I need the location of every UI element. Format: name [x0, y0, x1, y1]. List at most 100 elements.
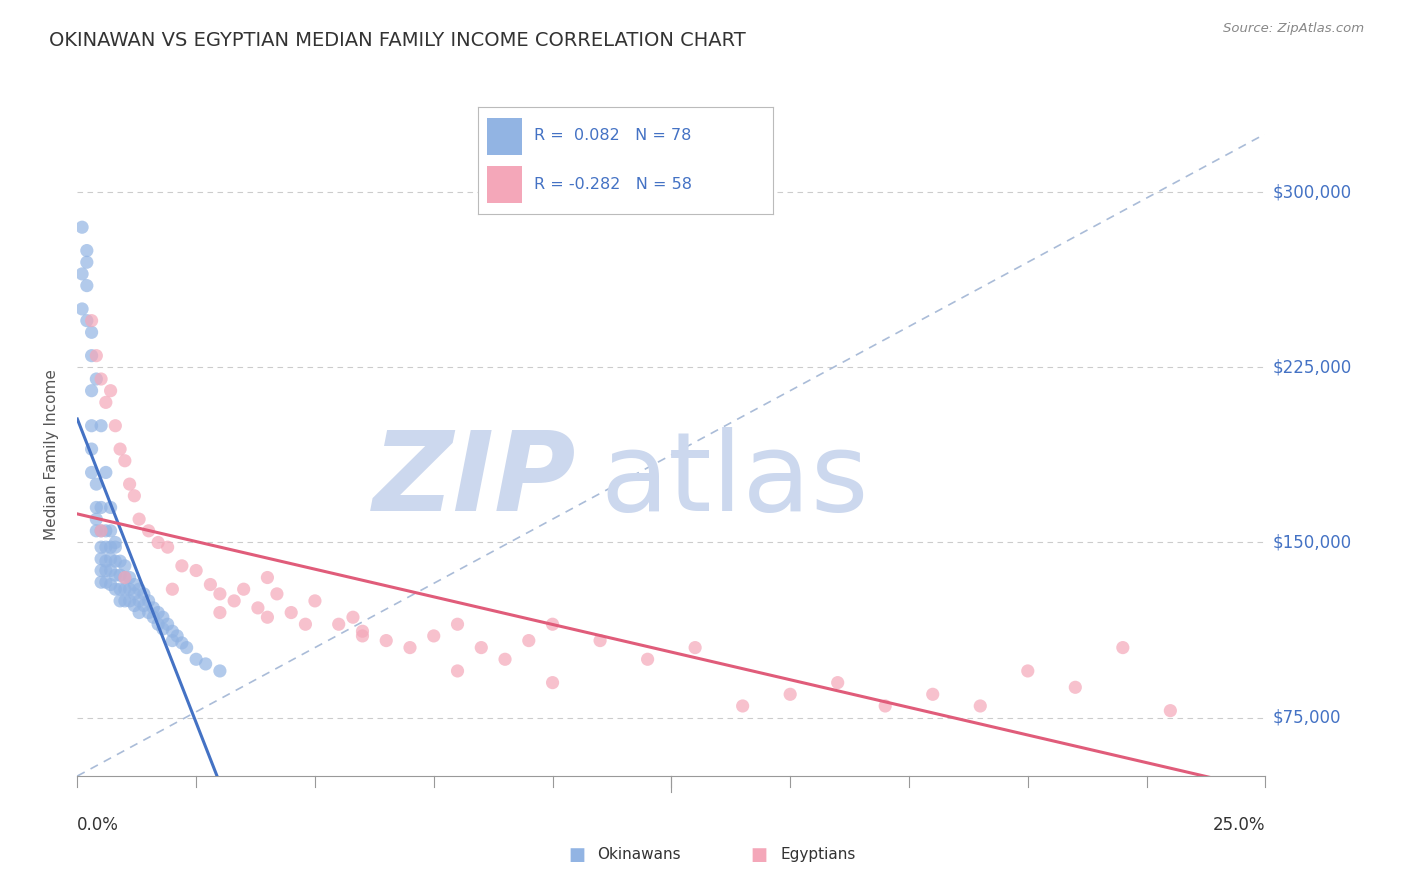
Point — [100, 540, 122, 554]
Point — [90, 524, 112, 538]
Point — [100, 552, 122, 566]
Point — [128, 582, 150, 597]
Point — [1112, 640, 1135, 655]
Point — [1064, 681, 1087, 695]
Point — [589, 633, 612, 648]
Point — [494, 652, 516, 666]
Point — [224, 594, 246, 608]
Point — [446, 617, 468, 632]
Point — [683, 640, 706, 655]
Text: ZIP: ZIP — [373, 427, 576, 534]
Point — [541, 675, 564, 690]
Point — [90, 564, 112, 578]
Point — [138, 524, 160, 538]
Point — [779, 687, 801, 701]
Point — [162, 624, 184, 639]
Point — [76, 255, 98, 269]
Y-axis label: Median Family Income: Median Family Income — [44, 369, 59, 541]
Point — [266, 587, 288, 601]
Point — [80, 326, 103, 340]
Point — [423, 629, 446, 643]
Point — [124, 587, 146, 601]
Point — [76, 278, 98, 293]
Point — [108, 442, 131, 456]
Point — [114, 594, 136, 608]
Text: $300,000: $300,000 — [1272, 183, 1351, 202]
Point — [186, 652, 208, 666]
Point — [637, 652, 659, 666]
Point — [170, 636, 193, 650]
Point — [94, 575, 117, 590]
Text: 25.0%: 25.0% — [1213, 816, 1265, 834]
Text: Okinawans: Okinawans — [598, 847, 681, 862]
Point — [104, 582, 127, 597]
Point — [70, 301, 93, 316]
Point — [1159, 704, 1181, 718]
Point — [208, 587, 231, 601]
Point — [114, 570, 136, 584]
Point — [152, 622, 174, 636]
Point — [76, 313, 98, 327]
Point — [446, 664, 468, 678]
Point — [124, 577, 146, 591]
Point — [304, 594, 326, 608]
Point — [128, 606, 150, 620]
Point — [108, 582, 131, 597]
Point — [194, 657, 217, 671]
Point — [104, 540, 127, 554]
Point — [80, 442, 103, 456]
Point — [90, 540, 112, 554]
Point — [170, 558, 193, 573]
Text: R = -0.282   N = 58: R = -0.282 N = 58 — [534, 177, 692, 192]
Point — [70, 267, 93, 281]
Point — [246, 600, 269, 615]
Text: $225,000: $225,000 — [1272, 359, 1351, 376]
Point — [200, 577, 222, 591]
Point — [100, 564, 122, 578]
Point — [256, 610, 278, 624]
Point — [100, 524, 122, 538]
Text: $150,000: $150,000 — [1272, 533, 1351, 551]
Bar — [486, 118, 523, 155]
Bar — [486, 166, 523, 203]
Point — [118, 570, 141, 584]
Point — [86, 524, 108, 538]
Point — [90, 418, 112, 433]
Point — [186, 564, 208, 578]
Point — [80, 384, 103, 398]
Text: atlas: atlas — [600, 427, 869, 534]
Point — [294, 617, 316, 632]
Point — [921, 687, 943, 701]
Point — [969, 698, 991, 713]
Point — [104, 535, 127, 549]
Point — [156, 540, 179, 554]
Point — [118, 477, 141, 491]
Point — [399, 640, 422, 655]
Point — [86, 500, 108, 515]
Point — [90, 372, 112, 386]
Point — [166, 629, 188, 643]
Point — [162, 633, 184, 648]
Point — [342, 610, 364, 624]
Point — [124, 489, 146, 503]
Point — [146, 617, 169, 632]
Point — [142, 600, 165, 615]
Point — [80, 466, 103, 480]
Point — [114, 570, 136, 584]
Point — [80, 349, 103, 363]
Text: 0.0%: 0.0% — [77, 816, 120, 834]
Point — [146, 535, 169, 549]
Point — [108, 568, 131, 582]
Point — [328, 617, 350, 632]
Point — [470, 640, 492, 655]
Point — [86, 512, 108, 526]
Point — [104, 568, 127, 582]
Point — [108, 554, 131, 568]
Point — [90, 500, 112, 515]
Point — [827, 675, 849, 690]
Point — [114, 454, 136, 468]
Point — [124, 599, 146, 613]
Point — [80, 418, 103, 433]
Point — [541, 617, 564, 632]
Point — [100, 384, 122, 398]
